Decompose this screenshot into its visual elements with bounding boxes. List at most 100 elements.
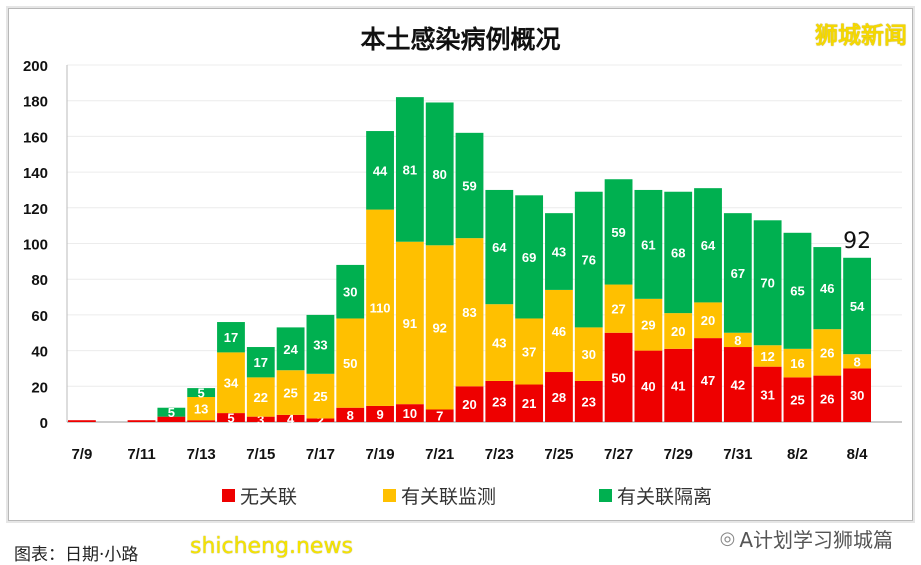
bar-segment [157, 416, 186, 422]
data-label: 12 [760, 349, 774, 364]
bar-segment [336, 264, 365, 319]
data-label: 28 [552, 390, 566, 405]
data-label: 20 [462, 397, 476, 412]
legend-swatch [599, 489, 612, 502]
bar-segment [634, 350, 663, 422]
data-label: 25 [283, 385, 297, 400]
bar-segment [813, 375, 842, 422]
data-label: 8 [347, 408, 354, 423]
data-label: 46 [552, 324, 566, 339]
bar-segment [485, 380, 514, 422]
bar-segment [395, 97, 424, 242]
bar-segment [813, 247, 842, 330]
bar-segment [545, 213, 573, 290]
bar-segment [425, 245, 454, 410]
y-tick-label: 20 [31, 379, 48, 396]
bar-segment [336, 407, 365, 422]
bar-segment [276, 370, 305, 415]
bar-segment [366, 405, 394, 422]
bar-segment [217, 322, 245, 353]
data-label: 22 [254, 390, 268, 405]
data-label: 70 [760, 276, 774, 291]
data-label: 29 [641, 318, 655, 333]
data-label: 5 [168, 405, 175, 420]
data-label: 47 [701, 373, 715, 388]
chart-title: 本土感染病例概况 [360, 25, 561, 54]
data-label: 54 [850, 299, 865, 314]
data-label: 59 [611, 225, 625, 240]
data-label: 9 [376, 407, 383, 422]
bar-segment [634, 298, 663, 351]
x-tick-label: 7/27 [604, 446, 633, 463]
legend-swatch [222, 489, 235, 502]
data-label: 31 [760, 387, 774, 402]
legend-item-linked-monitored: 有关联监测 [383, 482, 496, 509]
x-tick-label: 8/2 [787, 446, 808, 463]
data-label: 20 [701, 313, 715, 328]
data-label: 46 [820, 281, 834, 296]
data-label: 2 [317, 413, 324, 428]
data-label: 4 [287, 411, 295, 426]
data-label: 64 [701, 238, 716, 253]
bar-segment [425, 102, 454, 246]
bar-segment [246, 377, 275, 417]
data-label: 67 [731, 266, 745, 281]
y-tick-label: 40 [31, 344, 48, 361]
bar-segment [694, 302, 722, 339]
data-label: 76 [582, 253, 596, 268]
bar-segment [306, 373, 335, 419]
bar-segment [276, 327, 305, 371]
bar-segment [664, 348, 693, 422]
legend-label: 有关联监测 [401, 486, 497, 508]
data-label: 50 [611, 370, 625, 385]
bar-segment [515, 318, 544, 385]
bar-segment [604, 179, 633, 285]
bar-segment [455, 238, 484, 387]
data-label: 30 [343, 285, 357, 300]
bar-segment [813, 329, 842, 376]
bar-segment [485, 189, 514, 305]
bar-segment [187, 420, 216, 422]
data-label: 3 [257, 412, 264, 427]
bar-segment [217, 413, 245, 422]
bar-segment [157, 407, 186, 417]
total-annotation: 92 [843, 229, 871, 254]
bar-segment [723, 213, 752, 333]
data-label: 41 [671, 378, 685, 393]
x-tick-label: 8/4 [847, 446, 869, 463]
bar-segment [217, 352, 245, 414]
bar-segment [306, 418, 335, 422]
y-tick-label: 160 [23, 129, 48, 146]
data-label: 24 [283, 342, 298, 357]
data-label: 65 [790, 284, 804, 299]
data-label: 59 [462, 178, 476, 193]
bar-segment [843, 368, 871, 422]
watermark: shicheng.news [190, 534, 353, 559]
bar-segment [723, 347, 752, 422]
wechat-account-name: A计划学习狮城篇 [739, 528, 893, 552]
data-label: 25 [313, 389, 327, 404]
bar-segment [753, 366, 782, 422]
y-tick-label: 60 [31, 308, 48, 325]
bar-segment [187, 397, 216, 421]
data-label: 30 [582, 347, 596, 362]
data-label: 26 [820, 345, 834, 360]
bar-segment [574, 380, 603, 422]
x-tick-label: 7/31 [723, 446, 752, 463]
wechat-account: ◎ A计划学习狮城篇 [720, 524, 893, 553]
data-label: 83 [462, 305, 476, 320]
data-label: 27 [611, 302, 625, 317]
bar-segment [306, 314, 335, 374]
bar-segment [395, 404, 424, 422]
y-tick-label: 100 [23, 237, 48, 254]
bar-segment [395, 241, 424, 405]
bar-segment [366, 209, 394, 406]
data-label: 16 [790, 356, 804, 371]
data-label: 10 [403, 406, 417, 421]
y-tick-label: 140 [23, 165, 48, 182]
bar-segment [694, 188, 722, 303]
bar-segment [783, 232, 812, 349]
data-label: 92 [432, 320, 446, 335]
data-label: 33 [313, 337, 327, 352]
bar-segment [843, 257, 871, 355]
